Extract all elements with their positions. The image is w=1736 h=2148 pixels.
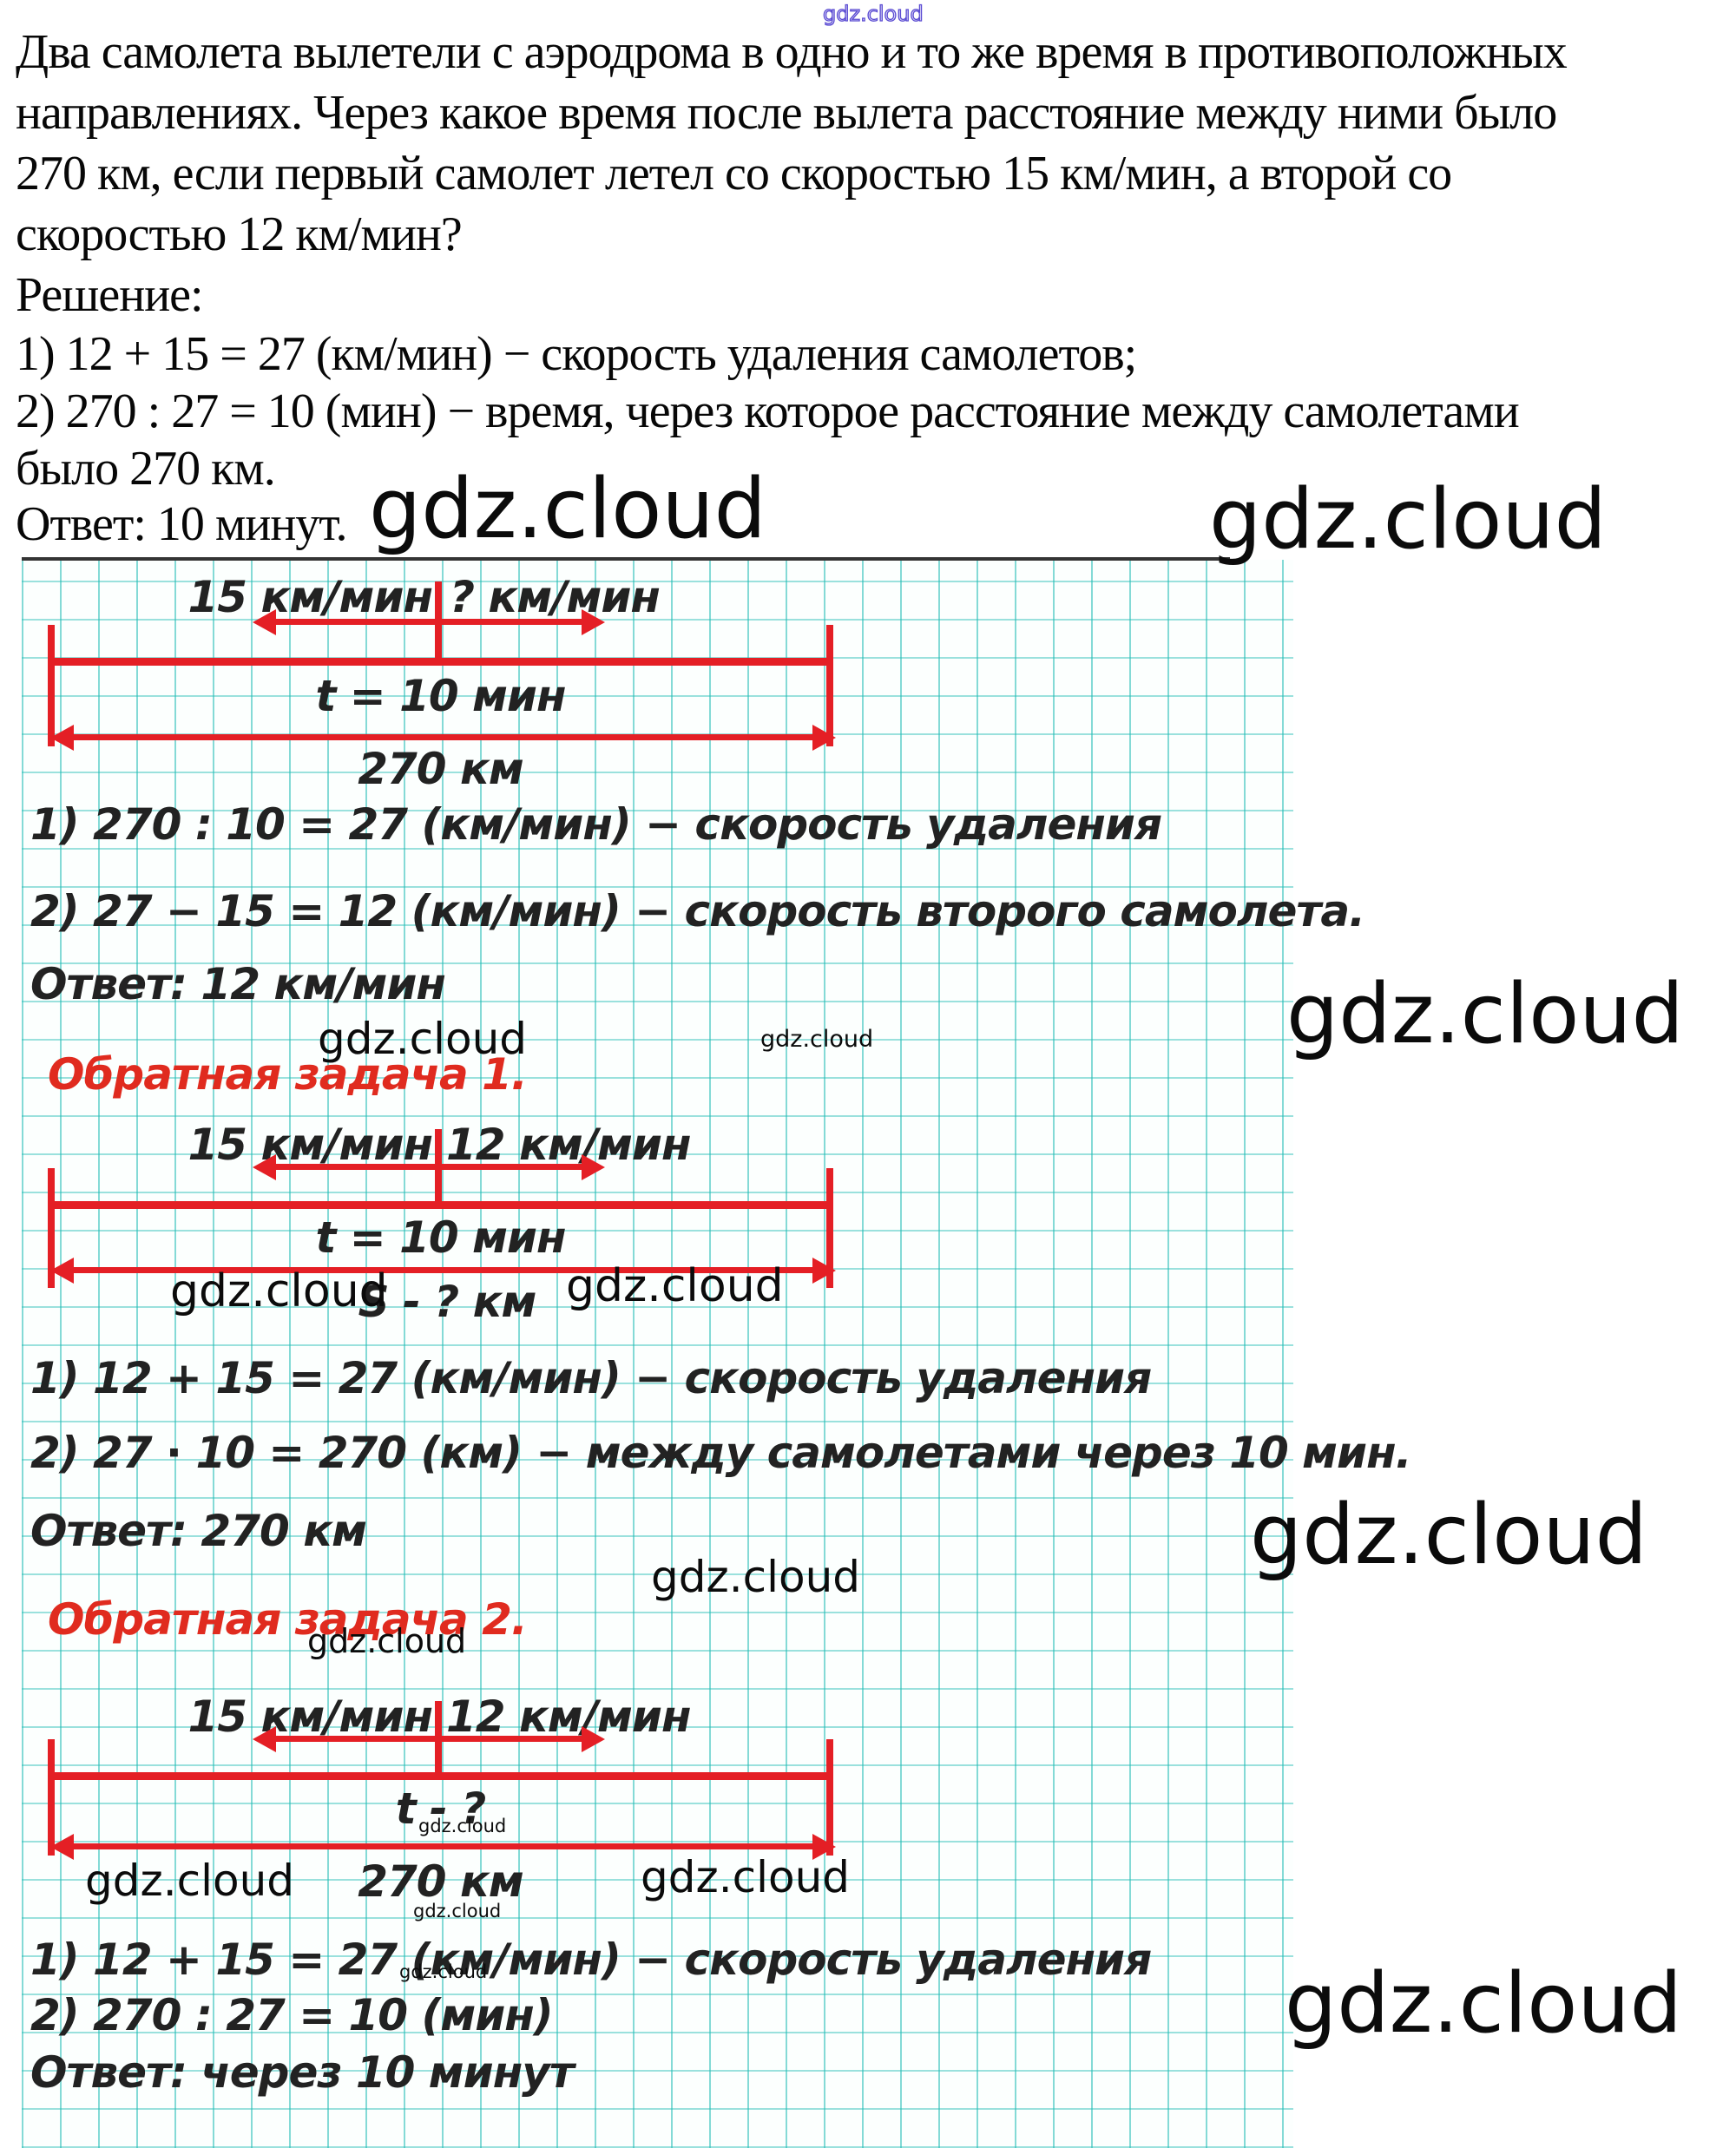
watermark-gdzcloud: gdz.cloud [413,1901,502,1921]
watermark-gdzcloud: gdz.cloud [369,462,766,557]
inverse1-step1: 1) 12 + 15 = 27 (км/мин) − скорость удал… [30,1353,1152,1403]
solution-step-2-cont: было 270 км. [16,442,276,496]
solution-step-2: 2) 270 : 27 = 10 (мин) − время, через ко… [16,384,1520,438]
watermark-gdzcloud: gdz.cloud [760,1026,874,1053]
watermark-gdzcloud: gdz.cloud [307,1622,467,1660]
watermark-gdzcloud: gdz.cloud [1285,1956,1682,2052]
inverse1-step2: 2) 27 ∙ 10 = 270 (км) − между самолетами… [30,1428,1412,1478]
problem-line-3: 270 км, если первый самолет летел со ско… [16,147,1452,200]
watermark-gdzcloud: gdz.cloud [318,1014,528,1064]
grid-paper [22,560,1293,2148]
inverse1-answer: Ответ: 270 км [30,1506,367,1556]
inverse2-step1: 1) 12 + 15 = 27 (км/мин) − скорость удал… [30,1935,1152,1985]
problem-line-1: Два самолета вылетели с аэродрома в одно… [16,25,1568,79]
inverse2-answer: Ответ: через 10 минут [30,2047,575,2098]
watermark-gdzcloud: gdz.cloud [399,1961,488,1982]
solution1-answer: Ответ: 12 км/мин [30,959,446,1009]
watermark-gdzcloud: gdz.cloud [566,1260,784,1312]
watermark-gdzcloud: gdz.cloud [1250,1488,1647,1583]
problem-line-2: направлениях. Через какое время после вы… [16,86,1557,140]
inverse-problem-2-heading: Обратная задача 2. [48,1594,528,1645]
grid-top-edge [22,557,1230,561]
solution-label: Решение: [16,268,204,322]
inverse2-step2: 2) 270 : 27 = 10 (мин) [30,1990,554,2040]
watermark-gdzcloud: gdz.cloud [1209,472,1607,568]
watermark-gdzcloud: gdz.cloud [85,1856,295,1906]
inverse-problem-1-heading: Обратная задача 1. [48,1049,528,1100]
problem-line-4: скоростью 12 км/мин? [16,207,463,261]
solution1-step2: 2) 27 − 15 = 12 (км/мин) − скорость втор… [30,886,1365,936]
watermark-gdzcloud: gdz.cloud [170,1265,388,1317]
watermark-gdzcloud: gdz.cloud [641,1852,851,1902]
solution1-step1: 1) 270 : 10 = 27 (км/мин) − скорость уда… [30,799,1162,850]
watermark-gdzcloud: gdz.cloud [822,2,924,26]
answer-line: Ответ: 10 минут. [16,497,348,551]
solution-step-1: 1) 12 + 15 = 27 (км/мин) − скорость удал… [16,327,1137,381]
watermark-gdzcloud: gdz.cloud [1286,967,1684,1062]
watermark-gdzcloud: gdz.cloud [651,1552,861,1602]
watermark-gdzcloud: gdz.cloud [418,1816,507,1836]
